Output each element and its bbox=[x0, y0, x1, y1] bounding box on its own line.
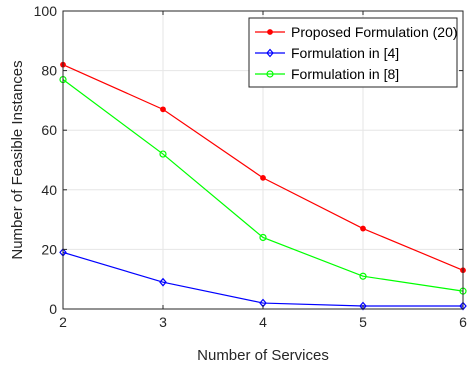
x-tick-label: 6 bbox=[459, 314, 467, 330]
data-point bbox=[359, 272, 367, 280]
data-point bbox=[259, 233, 267, 242]
legend: Proposed Formulation (20) Formulation in … bbox=[248, 17, 458, 88]
legend-label: Formulation in [8] bbox=[291, 66, 399, 82]
data-point bbox=[267, 29, 273, 35]
data-point bbox=[360, 225, 366, 232]
y-tick-label: 80 bbox=[41, 63, 57, 79]
legend-item: Formulation in [8] bbox=[255, 66, 399, 82]
data-point bbox=[359, 301, 367, 311]
series-line bbox=[62, 79, 464, 292]
x-tick-label: 5 bbox=[359, 314, 367, 330]
y-tick-label: 100 bbox=[34, 3, 58, 19]
x-axis-label: Number of Services bbox=[197, 347, 329, 364]
legend-item: Proposed Formulation (20) bbox=[255, 24, 458, 40]
series-line bbox=[62, 251, 463, 307]
y-tick-label: 40 bbox=[41, 182, 57, 198]
data-point bbox=[459, 301, 467, 311]
y-tick-label: 0 bbox=[49, 301, 57, 317]
y-tick-label: 20 bbox=[41, 241, 57, 257]
legend-label: Formulation in [4] bbox=[291, 45, 399, 61]
data-point bbox=[160, 106, 166, 113]
x-tick-label: 2 bbox=[59, 314, 67, 330]
data-point bbox=[266, 70, 274, 78]
y-axis-label: Number of Feasible Instances bbox=[9, 60, 26, 259]
data-point bbox=[159, 277, 167, 287]
data-point bbox=[159, 150, 167, 158]
x-tick-label: 3 bbox=[159, 314, 167, 330]
data-point bbox=[266, 48, 274, 58]
data-point bbox=[260, 174, 266, 181]
legend-label: Proposed Formulation (20) bbox=[291, 24, 458, 40]
legend-item: Formulation in [4] bbox=[255, 45, 399, 61]
y-tick-label: 60 bbox=[41, 122, 57, 138]
x-tick-label: 4 bbox=[259, 314, 267, 330]
